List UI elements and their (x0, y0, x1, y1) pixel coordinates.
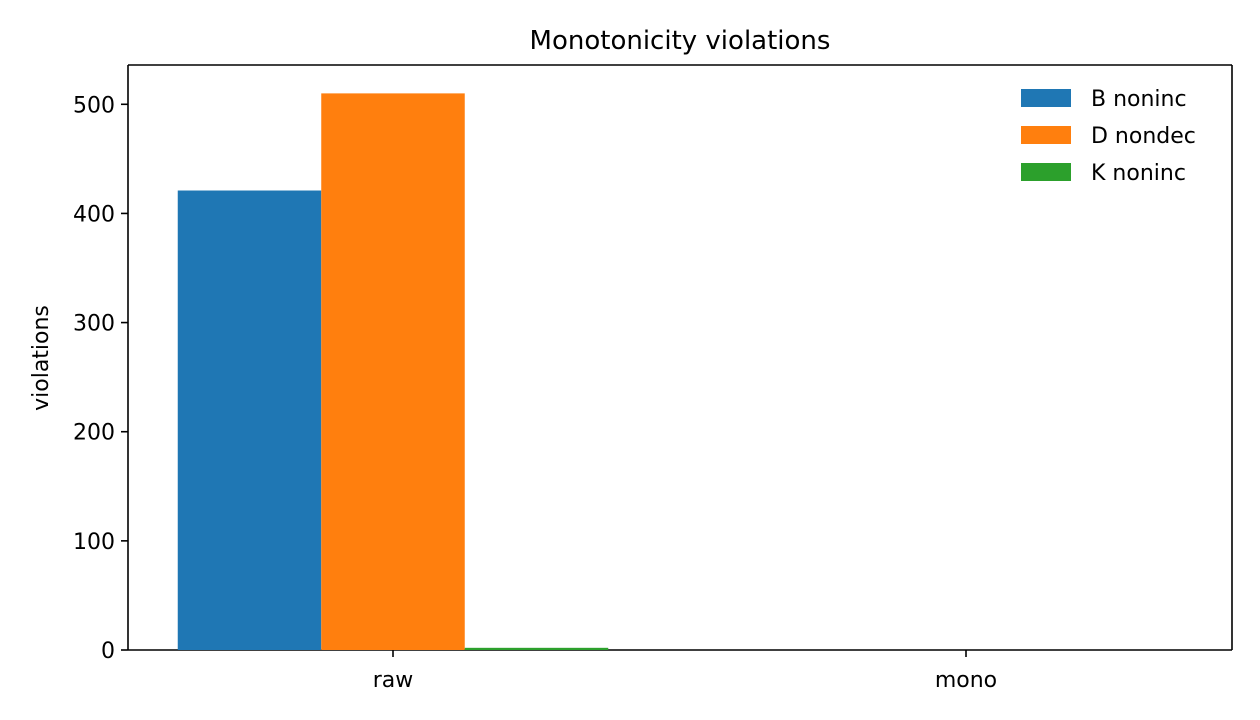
bar-d-nondec-raw (321, 93, 465, 650)
y-axis-label: violations (29, 305, 54, 411)
x-tick-label-raw: raw (373, 668, 414, 693)
legend-swatch-k-noninc (1021, 163, 1071, 181)
bar-k-noninc-raw (464, 647, 609, 650)
y-tick-label-0: 0 (101, 639, 115, 664)
y-tick-label-200: 200 (73, 421, 115, 446)
y-tick-label-300: 300 (73, 312, 115, 337)
bar-b-noninc-raw (177, 190, 322, 650)
x-axis: raw mono (373, 650, 997, 693)
chart-title: Monotonicity violations (530, 26, 831, 56)
legend: B noninc D nondec K noninc (1021, 87, 1196, 186)
legend-label-b-noninc: B noninc (1091, 87, 1187, 112)
bars-group (177, 93, 609, 650)
legend-swatch-b-noninc (1021, 89, 1071, 107)
y-tick-label-100: 100 (73, 530, 115, 555)
y-tick-label-500: 500 (73, 93, 115, 118)
y-tick-label-400: 400 (73, 202, 115, 227)
legend-label-d-nondec: D nondec (1091, 124, 1196, 149)
x-tick-label-mono: mono (935, 668, 997, 693)
y-axis: 0 100 200 300 400 500 (73, 93, 128, 664)
legend-label-k-noninc: K noninc (1091, 161, 1186, 186)
legend-swatch-d-nondec (1021, 126, 1071, 144)
